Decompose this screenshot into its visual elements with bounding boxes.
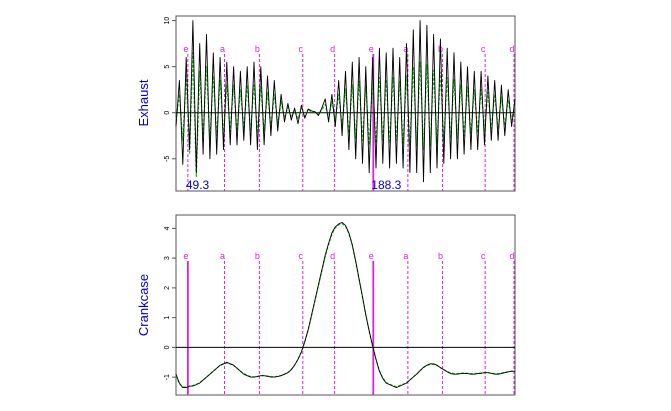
crankcase-y-tick-label: 1 — [164, 316, 171, 320]
crankcase-event-label-b: b — [255, 251, 260, 261]
crankcase-y-axis-label: Crankcase — [136, 274, 151, 336]
exhaust-event-label-e: e — [183, 44, 188, 54]
exhaust-annotation-second: 188.3 — [371, 178, 401, 192]
crankcase-panel: Crankcase -1 0 1 2 3 4 e a b c d e a b c d — [136, 214, 516, 396]
crankcase-event-label-e: e — [183, 251, 188, 261]
exhaust-event-label-c: c — [299, 44, 304, 54]
crankcase-event-label-c: c — [299, 251, 304, 261]
crankcase-y-tick-label: 4 — [164, 226, 171, 230]
crankcase-y-ticks: -1 0 1 2 3 4 — [164, 226, 176, 380]
exhaust-event-label-a: a — [220, 44, 225, 54]
exhaust-y-ticks: -5 0 5 10 — [164, 17, 176, 162]
crankcase-y-tick-label: -1 — [164, 374, 171, 380]
exhaust-y-axis-label: Exhaust — [136, 79, 151, 126]
exhaust-event-label-a: a — [403, 44, 408, 54]
crankcase-y-tick-label: 2 — [164, 286, 171, 290]
exhaust-event-label-e: e — [369, 44, 374, 54]
crankcase-event-label-c: c — [481, 251, 486, 261]
exhaust-annotations: 49.3 188.3 — [186, 178, 402, 192]
exhaust-event-label-d: d — [330, 44, 335, 54]
exhaust-annotation-first: 49.3 — [186, 178, 210, 192]
exhaust-event-label-b: b — [255, 44, 260, 54]
crankcase-y-tick-label: 0 — [164, 345, 171, 349]
crankcase-primary-trace — [175, 221, 515, 389]
exhaust-event-label-d: d — [509, 44, 514, 54]
crankcase-plot-frame — [175, 214, 516, 396]
exhaust-primary-trace — [175, 20, 516, 183]
exhaust-event-label-c: c — [481, 44, 486, 54]
exhaust-y-tick-label: 10 — [164, 17, 171, 25]
crankcase-event-label-a: a — [220, 251, 225, 261]
exhaust-y-tick-label: -5 — [164, 156, 171, 162]
exhaust-y-tick-label: 0 — [164, 111, 171, 115]
crankcase-event-label-a: a — [403, 251, 408, 261]
crankcase-event-label-d: d — [509, 251, 514, 261]
crankcase-event-label-e: e — [369, 251, 374, 261]
crankcase-event-label-d: d — [330, 251, 335, 261]
exhaust-y-tick-label: 5 — [164, 65, 171, 69]
crankcase-event-label-b: b — [438, 251, 443, 261]
exhaust-plot-frame — [175, 15, 516, 192]
crankcase-y-tick-label: 3 — [164, 256, 171, 260]
